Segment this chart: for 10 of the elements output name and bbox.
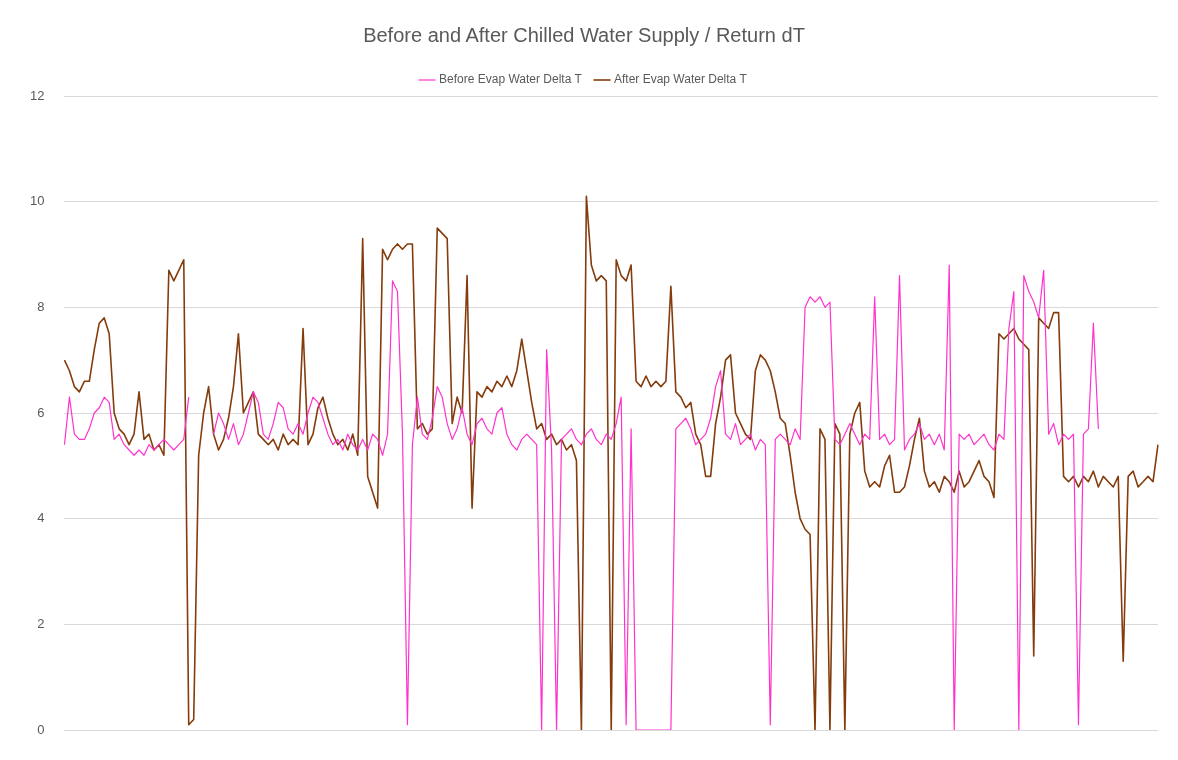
y-tick-label: 4 — [37, 510, 45, 526]
y-tick-label: 0 — [37, 721, 45, 737]
y-tick-label: 12 — [29, 87, 45, 103]
y-tick-label: 8 — [37, 298, 45, 314]
y-tick-label: 10 — [29, 193, 45, 209]
y-tick-label: 2 — [37, 615, 45, 631]
legend-label: Before Evap Water Delta T — [439, 72, 583, 87]
chart-title: Before and After Chilled Water Supply / Return dT — [363, 23, 805, 46]
legend-label: After Evap Water Delta T — [614, 72, 748, 87]
y-tick-label: 6 — [37, 404, 45, 420]
